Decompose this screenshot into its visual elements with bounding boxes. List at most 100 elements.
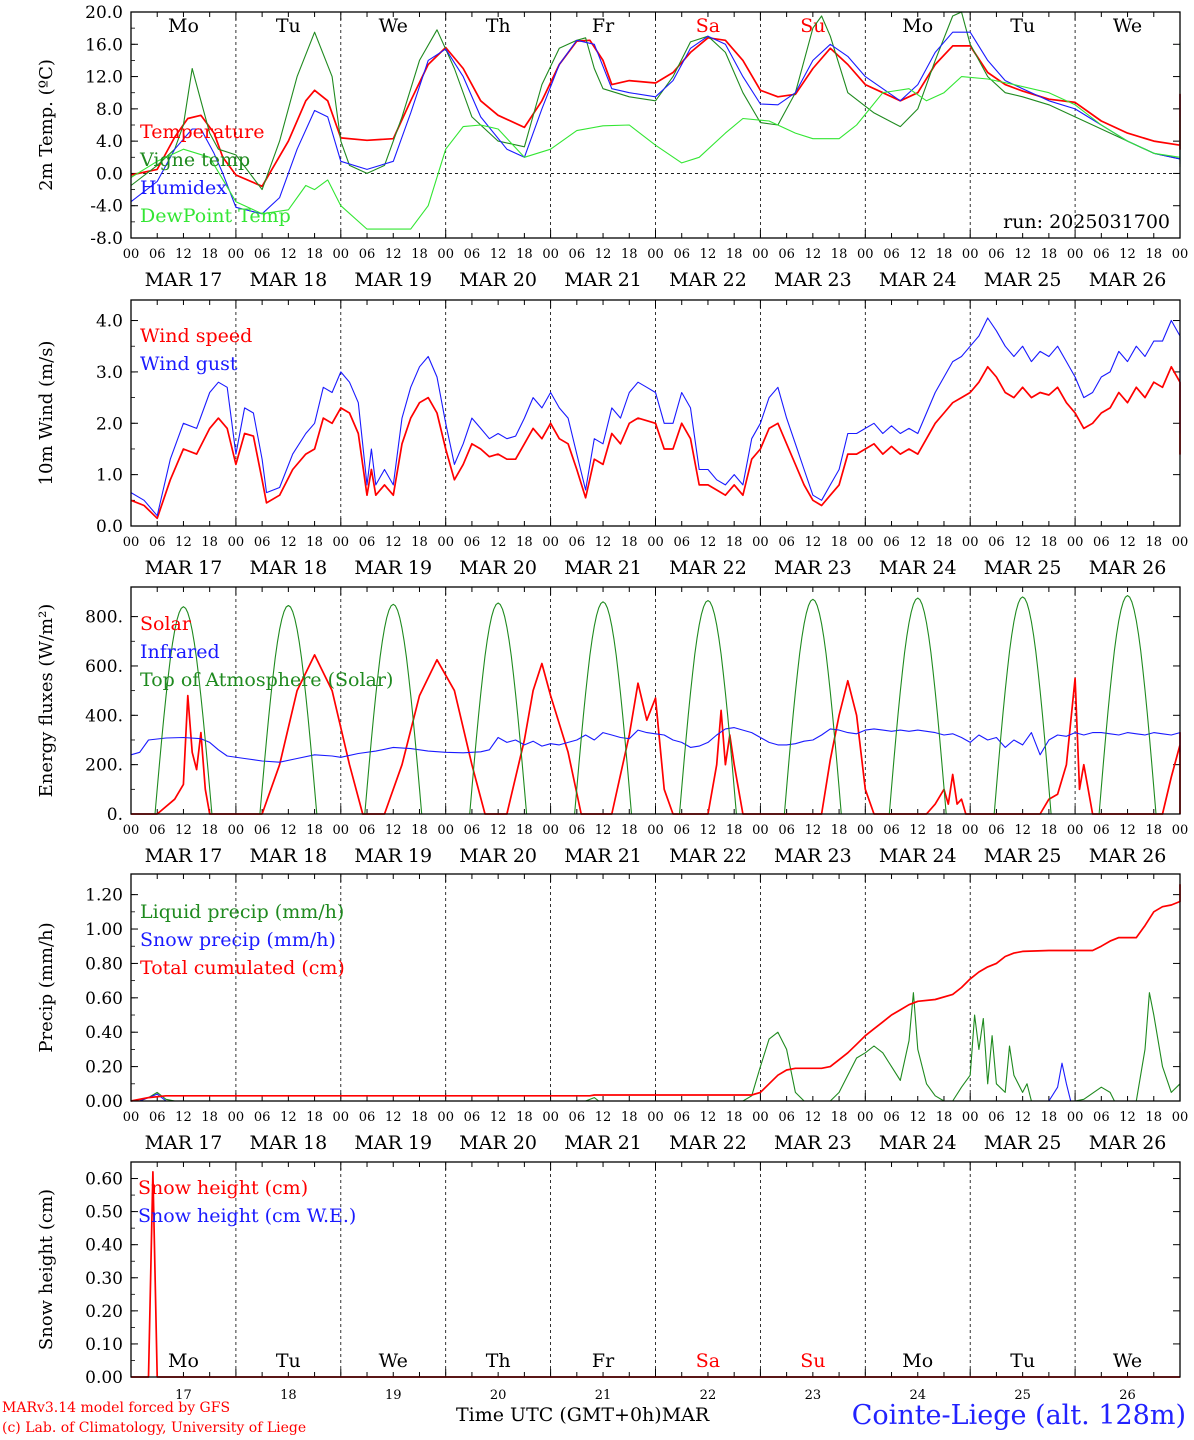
hour-label: 18 (411, 823, 428, 838)
y-tick-label: 400. (85, 706, 123, 726)
hour-label: 12 (490, 823, 507, 838)
weekday-label: Sa (696, 1350, 720, 1372)
hour-label: 00 (857, 247, 874, 262)
hour-label: 00 (647, 1110, 664, 1125)
date-label: MAR 19 (354, 269, 432, 291)
hour-label: 00 (1172, 535, 1189, 550)
date-label: MAR 23 (774, 1132, 852, 1154)
plot-frame (130, 299, 1181, 527)
series-line (131, 1171, 1180, 1378)
y-tick-label: 20.0 (85, 3, 123, 23)
hour-label: 18 (621, 1110, 638, 1125)
run-annotation: run: 2025031700 (1003, 211, 1170, 233)
hour-label: 12 (175, 1110, 192, 1125)
hour-label: 00 (228, 535, 245, 550)
date-label: MAR 23 (774, 557, 852, 579)
hour-label: 18 (1041, 1110, 1058, 1125)
y-tick-label: 1.0 (96, 466, 123, 486)
y-tick-label: -8.0 (90, 229, 123, 249)
hour-label: 06 (778, 1110, 795, 1125)
y-tick-label: 0.20 (85, 1058, 123, 1078)
hour-label: 18 (726, 1110, 743, 1125)
hour-label: 12 (700, 1110, 717, 1125)
hour-label: 18 (516, 535, 533, 550)
hour-label: 06 (254, 823, 271, 838)
series-line (131, 992, 1181, 1102)
date-label: MAR 22 (669, 845, 747, 867)
weekday-label: Tu (1010, 1350, 1035, 1372)
date-label: MAR 17 (145, 557, 223, 579)
date-label: MAR 19 (354, 845, 432, 867)
day-number-label: 24 (909, 1388, 926, 1403)
hour-label: 00 (1172, 823, 1189, 838)
hour-label: 00 (647, 823, 664, 838)
y-tick-label: -4.0 (90, 197, 123, 217)
date-label: MAR 24 (879, 1132, 957, 1154)
weekday-label: We (379, 15, 408, 37)
hour-label: 18 (936, 247, 953, 262)
y-tick-label: 2.0 (96, 414, 123, 434)
panel-1: 20.0 16.0 12.0 8.0 4.0 0.0 -4.0 -8.0 2m Temp. (º… (36, 3, 1188, 291)
legend-entry: Snow height (cm W.E.) (138, 1205, 356, 1227)
hour-label: 06 (254, 1110, 271, 1125)
hour-label: 18 (201, 823, 218, 838)
hour-label: 12 (385, 247, 402, 262)
hour-label: 12 (909, 1110, 926, 1125)
hour-label: 00 (542, 1110, 559, 1125)
hour-label: 06 (778, 535, 795, 550)
hour-label: 18 (306, 535, 323, 550)
panel-5: 0.60 0.50 0.40 0.30 0.20 0.10 0.00 Snow height … (36, 1161, 1181, 1403)
y-axis-label: Snow height (cm) (36, 1189, 57, 1350)
hour-label: 12 (805, 823, 822, 838)
hour-label: 12 (490, 1110, 507, 1125)
hour-label: 18 (201, 247, 218, 262)
y-tick-label: 8.0 (96, 100, 123, 120)
day-number-label: 20 (490, 1388, 507, 1403)
weekday-label: Th (486, 15, 511, 37)
hour-label: 06 (1093, 1110, 1110, 1125)
hour-label: 06 (254, 535, 271, 550)
hour-label: 12 (175, 247, 192, 262)
plot-frame (130, 1161, 1181, 1378)
date-label: MAR 19 (354, 1132, 432, 1154)
day-number-label: 22 (700, 1388, 717, 1403)
hour-label: 06 (883, 1110, 900, 1125)
hour-label: 18 (726, 247, 743, 262)
hour-label: 18 (1146, 247, 1163, 262)
hour-label: 06 (569, 247, 586, 262)
legend-entry: Humidex (140, 177, 227, 199)
hour-label: 00 (752, 247, 769, 262)
hour-label: 12 (385, 823, 402, 838)
y-tick-label: 0.50 (85, 1203, 123, 1223)
hour-label: 12 (280, 1110, 297, 1125)
hour-label: 12 (595, 823, 612, 838)
date-label: MAR 24 (879, 269, 957, 291)
hour-label: 00 (752, 1110, 769, 1125)
hour-label: 06 (359, 535, 376, 550)
hour-label: 12 (805, 247, 822, 262)
date-label: MAR 24 (879, 845, 957, 867)
date-label: MAR 26 (1089, 1132, 1167, 1154)
hour-label: 18 (936, 535, 953, 550)
hour-label: 12 (1014, 247, 1031, 262)
hour-label: 18 (516, 823, 533, 838)
legend-entry: Snow height (cm) (138, 1177, 308, 1199)
y-tick-label: 0.00 (85, 1092, 123, 1112)
y-tick-label: 0.60 (85, 989, 123, 1009)
hour-label: 12 (175, 535, 192, 550)
panel-3: 800. 600. 400. 200. 0. Energy fluxes (W/m²) 00… (36, 586, 1189, 867)
hour-label: 12 (1119, 1110, 1136, 1125)
hour-label: 06 (883, 823, 900, 838)
month-label: MAR (661, 1404, 710, 1426)
hour-label: 12 (700, 247, 717, 262)
hour-label: 12 (490, 535, 507, 550)
hour-label: 00 (962, 1110, 979, 1125)
series-line (131, 654, 1181, 815)
y-tick-label: 0.10 (85, 1335, 123, 1355)
hour-label: 00 (123, 535, 140, 550)
weekday-label: Mo (902, 15, 933, 37)
legend-entry: Solar (140, 613, 192, 635)
hour-label: 06 (673, 535, 690, 550)
hour-label: 06 (149, 535, 166, 550)
